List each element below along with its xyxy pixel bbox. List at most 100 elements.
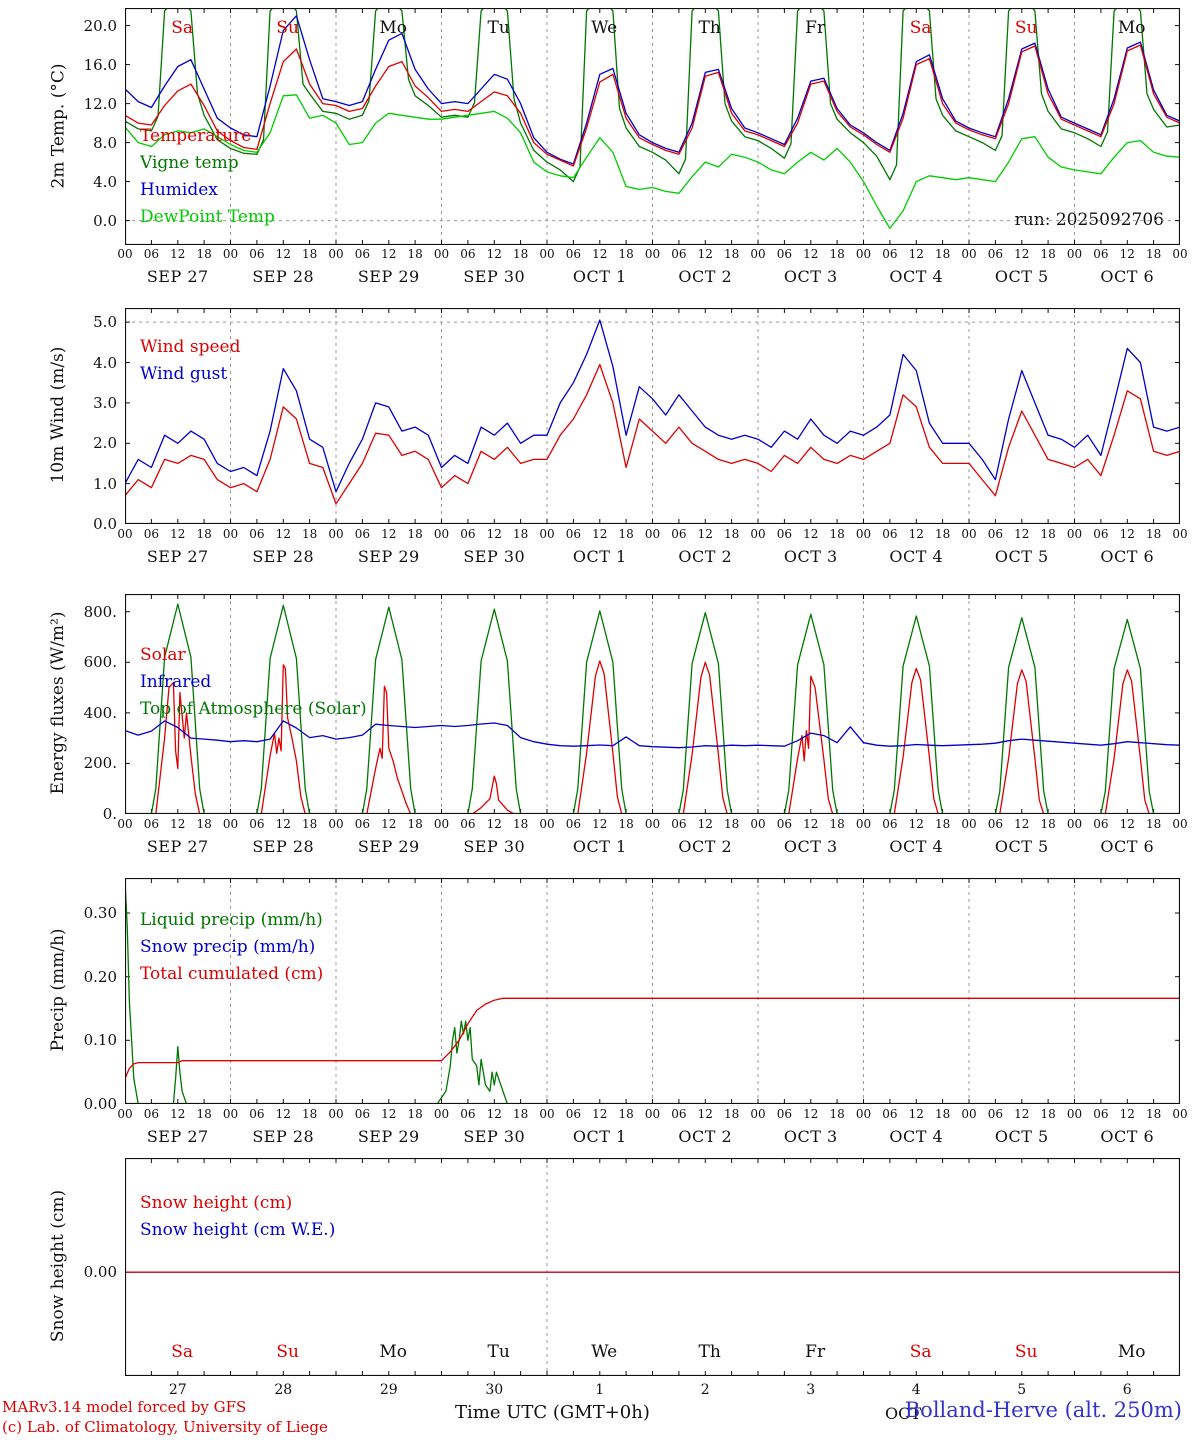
date-label: OCT 5 (994, 837, 1049, 856)
hour-label: 06 (460, 527, 476, 541)
hour-label: 18 (618, 817, 634, 831)
weekday-label-bottom: Sa (909, 1342, 932, 1362)
hour-label: 06 (776, 817, 793, 831)
hour-label: 18 (512, 1107, 529, 1121)
weekday-label-top: Tu (487, 18, 510, 38)
hour-label: 18 (934, 247, 951, 261)
panel-snow (125, 1158, 1180, 1376)
hour-label: 18 (196, 817, 212, 831)
hour-label: 18 (934, 527, 951, 541)
hour-label: 18 (1040, 247, 1056, 261)
hour-label: 12 (275, 1107, 291, 1121)
hour-label: 06 (671, 247, 687, 261)
hour-label: 06 (249, 1107, 265, 1121)
ytick-label-temp: 4.0 (93, 172, 117, 191)
ytick-label-wind: 4.0 (93, 353, 117, 372)
hour-label: 00 (328, 527, 344, 541)
date-label: OCT 3 (783, 1127, 838, 1146)
hour-label: 00 (1172, 1107, 1188, 1121)
y-axis-label-precip: Precip (mm/h) (48, 928, 68, 1052)
hour-label: 18 (829, 817, 845, 831)
hour-label: 06 (882, 247, 898, 261)
legend-temp-1: Vigne temp (140, 153, 239, 173)
day-number-label: 2 (700, 1382, 710, 1398)
weekday-label-top: Sa (909, 18, 932, 38)
date-label: OCT 5 (994, 547, 1049, 566)
month-label: OCT (885, 1404, 922, 1423)
hour-label: 00 (750, 1107, 766, 1121)
date-label: OCT 3 (783, 837, 838, 856)
hour-label: 06 (882, 817, 898, 831)
hour-label: 06 (565, 527, 582, 541)
hour-label: 06 (249, 817, 265, 831)
weekday-label-top: Th (698, 18, 721, 38)
hour-label: 12 (381, 817, 397, 831)
hour-label: 00 (539, 247, 555, 261)
day-number-label: 5 (1017, 1382, 1027, 1398)
hour-label: 12 (697, 817, 713, 831)
hour-label: 06 (1093, 1107, 1109, 1121)
weekday-label-bottom: We (591, 1342, 618, 1362)
hour-label: 06 (1093, 247, 1109, 261)
hour-label: 06 (354, 247, 371, 261)
hour-label: 12 (1119, 527, 1135, 541)
hour-label: 18 (723, 817, 740, 831)
ytick-label-wind: 1.0 (93, 474, 117, 493)
hour-label: 12 (170, 527, 186, 541)
date-label: SEP 27 (146, 837, 209, 856)
hour-label: 12 (1014, 817, 1030, 831)
hour-label: 18 (407, 527, 423, 541)
weekday-label-bottom: Mo (379, 1342, 407, 1362)
hour-label: 12 (592, 247, 608, 261)
day-number-label: 28 (274, 1382, 293, 1398)
hour-label: 06 (776, 527, 793, 541)
date-label: SEP 29 (357, 1127, 420, 1146)
day-number-label: 6 (1122, 1382, 1132, 1398)
hour-label: 12 (697, 1107, 713, 1121)
hour-label: 00 (222, 247, 239, 261)
day-number-label: 30 (485, 1382, 504, 1398)
hour-label: 00 (1172, 527, 1188, 541)
hour-label: 12 (381, 1107, 397, 1121)
run-label: run: 2025092706 (1014, 210, 1164, 230)
date-label: SEP 29 (357, 547, 420, 566)
hour-label: 00 (117, 247, 133, 261)
hour-label: 18 (1145, 527, 1162, 541)
hour-label: 06 (565, 247, 582, 261)
hour-label: 00 (750, 817, 766, 831)
date-label: SEP 30 (463, 267, 526, 286)
weekday-label-bottom: Su (1014, 1342, 1038, 1362)
hour-label: 06 (565, 817, 582, 831)
hour-label: 00 (433, 527, 450, 541)
date-label: OCT 1 (572, 837, 627, 856)
hour-label: 12 (170, 817, 186, 831)
panel-wind (125, 308, 1180, 524)
date-label: SEP 29 (357, 267, 420, 286)
hour-label: 06 (460, 1107, 476, 1121)
hour-label: 06 (249, 527, 265, 541)
hour-label: 06 (354, 817, 371, 831)
hour-label: 18 (301, 1107, 318, 1121)
hour-label: 06 (987, 1107, 1004, 1121)
ytick-label-temp: 12.0 (83, 94, 117, 113)
hour-label: 12 (908, 817, 924, 831)
hour-label: 12 (592, 1107, 608, 1121)
hour-label: 06 (354, 1107, 371, 1121)
credit-line-2: (c) Lab. of Climatology, University of L… (2, 1418, 328, 1436)
legend-temp-3: DewPoint Temp (140, 207, 275, 227)
hour-label: 12 (908, 247, 924, 261)
hour-label: 00 (644, 817, 661, 831)
date-label: OCT 1 (572, 547, 627, 566)
hour-label: 18 (512, 817, 529, 831)
hour-label: 18 (723, 1107, 740, 1121)
hour-label: 18 (829, 1107, 845, 1121)
ytick-label-energy: 600. (83, 653, 117, 672)
series-infrared (125, 720, 1180, 749)
date-label: SEP 30 (463, 547, 526, 566)
hour-label: 12 (1014, 527, 1030, 541)
date-label: SEP 28 (252, 267, 315, 286)
panel-temp (125, 8, 1180, 245)
y-axis-label-wind: 10m Wind (m/s) (48, 346, 68, 484)
hour-label: 06 (143, 527, 160, 541)
hour-label: 00 (433, 817, 450, 831)
